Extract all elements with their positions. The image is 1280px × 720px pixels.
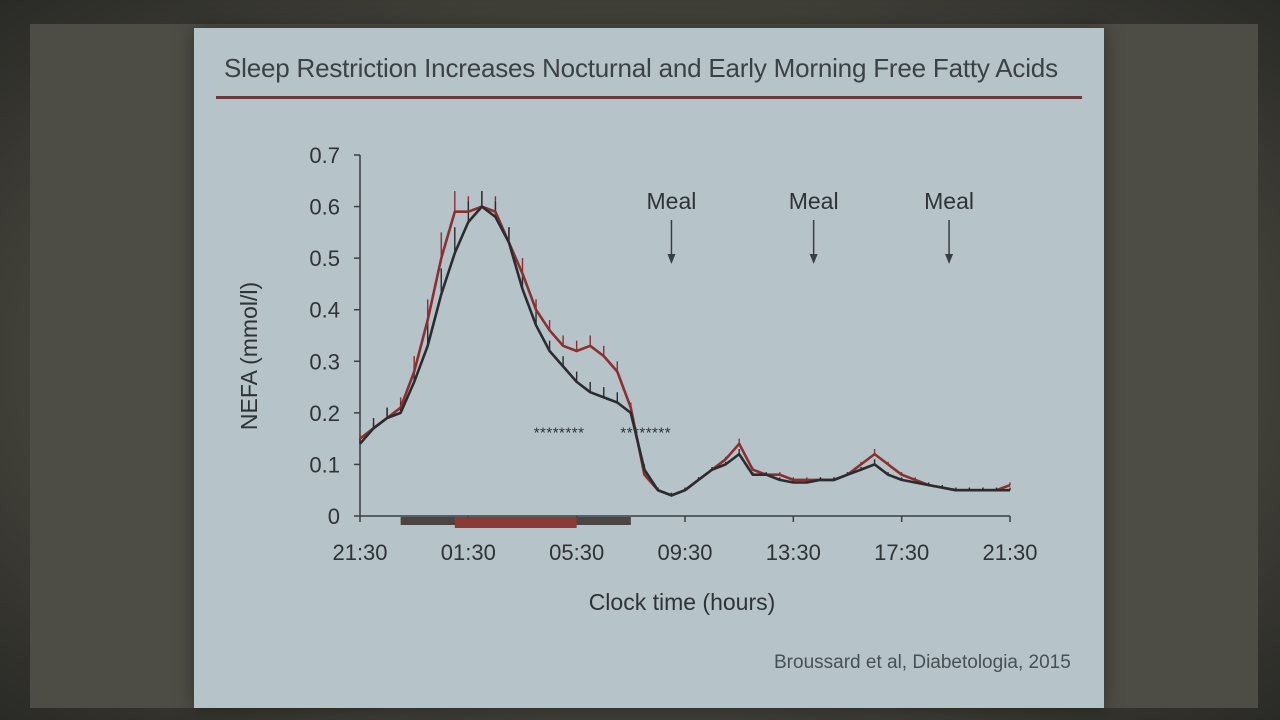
y-axis-label: NEFA (mmol/l) bbox=[236, 282, 262, 430]
sleep-bar-restricted bbox=[454, 517, 577, 528]
y-tick-label: 0.2 bbox=[309, 401, 340, 426]
y-tick-label: 0.6 bbox=[309, 195, 340, 220]
citation: Broussard et al, Diabetologia, 2015 bbox=[774, 652, 1071, 673]
series-normal-line bbox=[359, 205, 1010, 497]
meal-label: Meal bbox=[789, 188, 839, 214]
nefa-line-chart: 0 0.1 0.2 0.3 0.4 0.5 0.6 0.7 21:30 01:30 05:30 09:… bbox=[236, 143, 1038, 615]
slide: Sleep Restriction Increases Nocturnal an… bbox=[194, 28, 1104, 708]
y-tick-label: 0 bbox=[328, 504, 340, 529]
meal-arrow-head bbox=[809, 254, 818, 264]
meal-label: Meal bbox=[647, 188, 697, 214]
y-tick-label: 0.3 bbox=[309, 349, 340, 374]
y-tick-label: 0.5 bbox=[309, 246, 340, 271]
x-tick-label: 21:30 bbox=[332, 540, 387, 565]
slide-title: Sleep Restriction Increases Nocturnal an… bbox=[224, 53, 1058, 83]
meal-arrow-head bbox=[945, 254, 954, 264]
x-tick-label: 05:30 bbox=[549, 540, 604, 565]
y-tick-label: 0.7 bbox=[309, 143, 340, 168]
y-tick-label: 0.1 bbox=[309, 452, 340, 477]
meal-arrow-head bbox=[667, 254, 676, 264]
x-axis-label: Clock time (hours) bbox=[589, 589, 776, 615]
x-tick-label: 17:30 bbox=[874, 540, 929, 565]
significance-asterisks: ******** bbox=[620, 424, 671, 441]
title-divider bbox=[216, 96, 1082, 99]
x-tick-label: 13:30 bbox=[766, 540, 821, 565]
x-tick-label: 21:30 bbox=[982, 540, 1037, 565]
significance-asterisks: ******** bbox=[534, 424, 585, 441]
y-tick-label: 0.4 bbox=[309, 298, 340, 323]
meal-label: Meal bbox=[924, 188, 974, 214]
x-tick-label: 09:30 bbox=[657, 540, 712, 565]
x-tick-label: 01:30 bbox=[441, 540, 496, 565]
